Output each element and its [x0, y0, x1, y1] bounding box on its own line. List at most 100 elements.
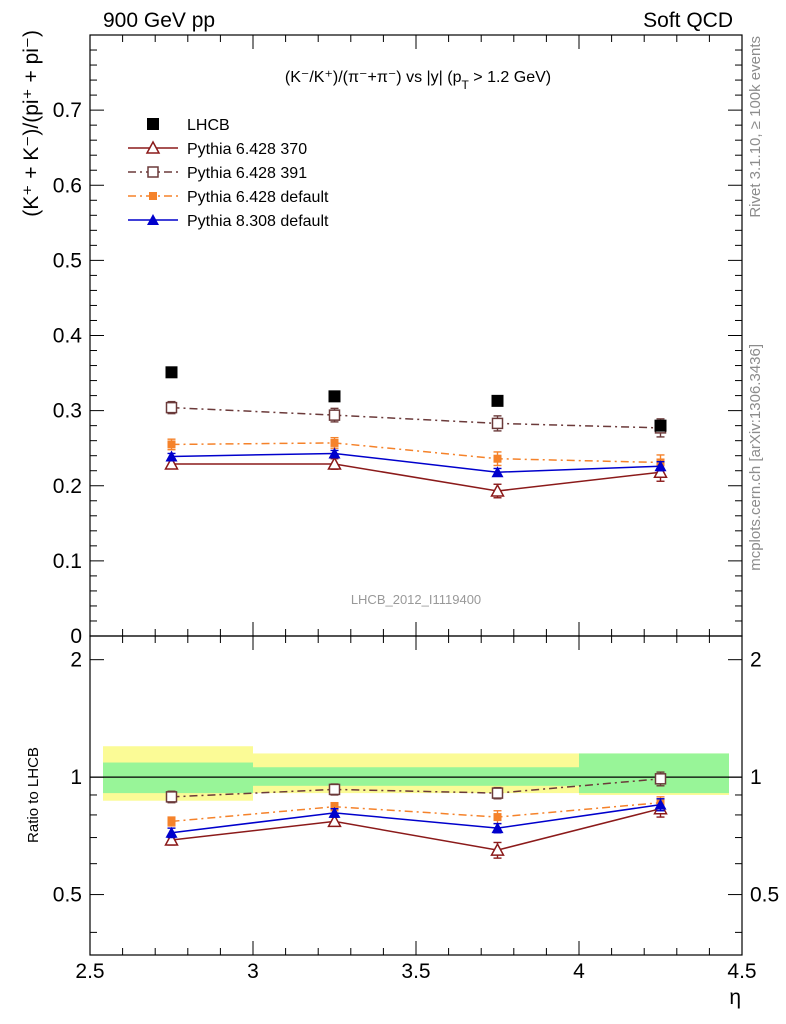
data-point [491, 822, 504, 834]
legend-marker [149, 192, 157, 200]
series-lhcb [165, 366, 667, 432]
data-point [165, 450, 178, 462]
ratio-tick-label: 0.5 [53, 884, 82, 907]
legend-label: Pythia 6.428 default [187, 189, 329, 206]
series-pythia-6-428-default [167, 796, 665, 827]
series-pythia-6-428-391 [165, 400, 667, 438]
legend: LHCB Pythia 6.428 370 Pythia 6.428 391 Pyth… [128, 117, 329, 230]
series-pythia-6-428-370 [164, 456, 668, 499]
analysis-id: LHCB_2012_I1119400 [351, 592, 481, 607]
series-pythia-8-308-default [165, 447, 667, 478]
y-tick-label: 0.2 [53, 475, 82, 498]
x-tick-label: 3.5 [401, 960, 430, 983]
series-line [171, 442, 661, 464]
data-point [654, 460, 667, 472]
legend-marker [147, 166, 159, 178]
header-right: Soft QCD [643, 9, 733, 32]
series-line [171, 406, 661, 429]
data-point [653, 464, 668, 478]
x-tick-label: 4.5 [727, 960, 756, 983]
x-tick-label: 2.5 [75, 960, 104, 983]
series-line [171, 452, 661, 473]
data-point [491, 417, 504, 430]
legend-label: LHCB [187, 117, 230, 134]
data-point [493, 454, 502, 463]
y-tick-label: 0.7 [53, 99, 82, 122]
legend-label: Pythia 8.308 default [187, 213, 329, 230]
data-point [164, 832, 179, 846]
data-point [328, 783, 341, 796]
legend-entry: Pythia 6.428 370 [128, 140, 307, 158]
y-tick-label: 0 [70, 625, 82, 648]
y-tick-label: 0.4 [53, 325, 83, 348]
data-point [167, 440, 176, 449]
ratio-tick-label-right: 2 [750, 649, 762, 672]
ratio-tick-label-right: 1 [750, 766, 762, 789]
series-pythia-8-308-default [165, 798, 667, 839]
series-line [171, 803, 661, 834]
data-point [328, 409, 341, 421]
ratio-tick-label: 2 [70, 649, 82, 672]
series-line [171, 463, 661, 492]
plot-title: (K⁻/K⁺)/(π⁻+π⁻) vs |y| (pT > 1.2 GeV) [285, 69, 551, 92]
ratio-plot-marks [164, 771, 668, 859]
data-point [491, 787, 504, 799]
main-plot-marks [164, 366, 668, 499]
data-point [654, 419, 667, 432]
data-point [490, 842, 505, 856]
legend-label: Pythia 6.428 391 [187, 165, 307, 182]
y-axis-label: (K⁺ + K⁻)/(pi⁺ + pi⁻) [20, 30, 43, 217]
ratio-tick-label: 1 [70, 766, 82, 789]
data-point [490, 483, 505, 497]
y-tick-label: 0.5 [53, 249, 82, 272]
legend-entry: LHCB [147, 117, 230, 134]
data-point [491, 394, 504, 407]
data-point [165, 401, 178, 414]
data-point [164, 456, 179, 470]
rivet-label: Rivet 3.1.10, ≥ 100k events [747, 36, 764, 218]
data-point [330, 438, 339, 447]
legend-entry: Pythia 6.428 default [128, 189, 329, 206]
series-line [171, 807, 661, 851]
data-point [327, 456, 342, 470]
band-inner [579, 753, 729, 794]
data-point [165, 791, 178, 803]
x-tick-label: 3 [247, 960, 259, 983]
legend-marker [147, 118, 159, 130]
legend-marker [145, 140, 161, 154]
series-line [171, 801, 661, 823]
ratio-tick-label-right: 0.5 [750, 884, 779, 907]
mcplots-label: mcplots.cern.ch [arXiv:1306.3436] [747, 344, 764, 571]
data-point [327, 813, 342, 828]
x-axis-label: η [729, 986, 741, 1009]
series-pythia-6-428-default [167, 436, 665, 471]
data-point [654, 798, 667, 810]
axis-ticks [89, 35, 743, 955]
data-point [493, 813, 502, 822]
ratio-uncertainty-bands [90, 746, 742, 801]
data-point [328, 390, 341, 403]
band-inner [103, 762, 253, 794]
data-point [654, 773, 667, 785]
data-point [328, 447, 341, 459]
x-tick-label: 4 [573, 960, 585, 983]
legend-entry: Pythia 6.428 391 [128, 165, 307, 182]
data-point [165, 826, 178, 838]
series-pythia-6-428-391 [165, 771, 667, 804]
legend-marker [147, 214, 159, 225]
y-tick-label: 0.6 [53, 174, 82, 197]
data-point [330, 802, 339, 811]
data-point [491, 466, 504, 478]
y-tick-label: 0.3 [53, 400, 82, 423]
data-point [167, 817, 176, 826]
series-line [171, 778, 661, 798]
y-tick-label: 0.1 [53, 550, 82, 573]
legend-entry: Pythia 8.308 default [128, 213, 329, 230]
data-point [328, 806, 341, 818]
header-left: 900 GeV pp [103, 9, 215, 32]
ratio-axis-label: Ratio to LHCB [25, 747, 42, 843]
legend-label: Pythia 6.428 370 [187, 141, 307, 158]
tick-labels: 2.5 3 3.5 4 4.5 0 0.1 0.2 0.3 0.4 0.5 0.6 0.7 0.5 0.5 1… [53, 99, 779, 983]
data-point [165, 366, 178, 379]
